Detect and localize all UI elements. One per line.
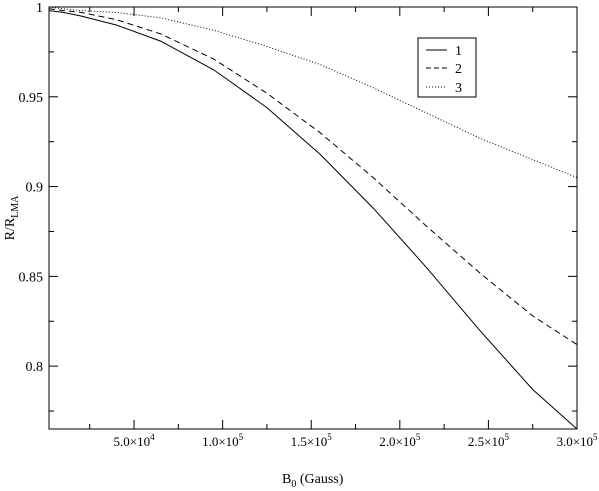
x-tick-label: 2.5×105 <box>468 432 510 449</box>
legend: 1 2 3 <box>417 37 477 98</box>
y-tick-label: 1 <box>36 1 43 16</box>
x-tick-label: 1.0×105 <box>202 432 244 449</box>
legend-label-3: 3 <box>455 81 462 96</box>
x-tick-label: 2.0×105 <box>379 432 421 449</box>
x-tick-label: 5.0×104 <box>114 432 156 449</box>
y-tick-label: 0.95 <box>19 91 44 106</box>
legend-label-1: 1 <box>455 44 462 59</box>
x-tick-label: 1.5×105 <box>291 432 333 449</box>
x-tick-label: 3.0×105 <box>556 432 598 449</box>
series-line-3 <box>48 6 578 179</box>
ticks-layer <box>49 6 578 429</box>
y-tick-label: 0.85 <box>19 270 44 285</box>
y-tick-label: 0.9 <box>26 181 44 196</box>
x-axis-label: B0 (Gauss) <box>282 472 344 490</box>
series-line-2 <box>48 8 578 346</box>
series-line-1 <box>48 10 578 430</box>
plot-frame <box>48 6 578 430</box>
tick-labels-layer: 5.0×104 1.0×105 1.5×105 2.0×105 2.5×105 3.0×1… <box>19 1 599 449</box>
y-tick-label: 0.8 <box>26 360 44 375</box>
y-axis-label: R/RLMA <box>3 195 21 241</box>
legend-label-2: 2 <box>455 62 462 77</box>
series-layer <box>48 6 578 430</box>
